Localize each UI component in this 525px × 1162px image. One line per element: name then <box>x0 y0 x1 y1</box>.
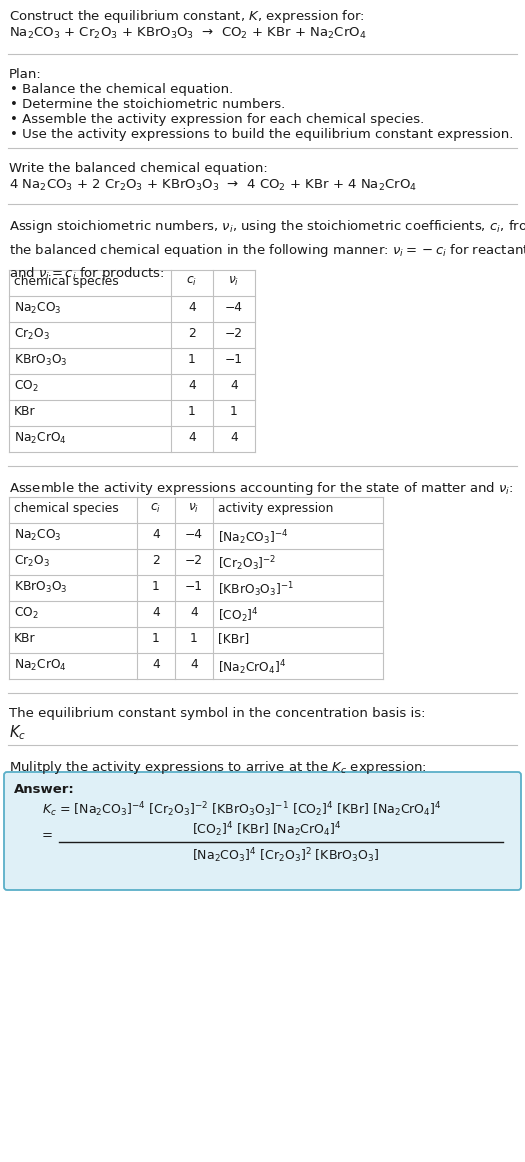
Text: 2: 2 <box>152 554 160 567</box>
Text: $K_c$ = [Na$_2$CO$_3$]$^{-4}$ [Cr$_2$O$_3$]$^{-2}$ [KBrO$_3$O$_3$]$^{-1}$ [CO$_2: $K_c$ = [Na$_2$CO$_3$]$^{-4}$ [Cr$_2$O$_… <box>42 799 442 819</box>
Text: Assign stoichiometric numbers, $\nu_i$, using the stoichiometric coefficients, $: Assign stoichiometric numbers, $\nu_i$, … <box>9 218 525 282</box>
Text: chemical species: chemical species <box>14 275 119 288</box>
Text: Assemble the activity expressions accounting for the state of matter and $\nu_i$: Assemble the activity expressions accoun… <box>9 480 513 497</box>
Text: −2: −2 <box>225 327 243 340</box>
Text: 4: 4 <box>230 379 238 392</box>
Text: $c_i$: $c_i$ <box>151 502 162 515</box>
Text: $K_c$: $K_c$ <box>9 723 26 741</box>
Text: activity expression: activity expression <box>218 502 333 515</box>
Text: 1: 1 <box>230 406 238 418</box>
Text: =: = <box>42 830 53 842</box>
Text: • Assemble the activity expression for each chemical species.: • Assemble the activity expression for e… <box>10 113 424 125</box>
Text: $\nu_i$: $\nu_i$ <box>188 502 200 515</box>
Text: CO$_2$: CO$_2$ <box>14 607 39 622</box>
Text: [Na$_2$CO$_3$]$^4$ [Cr$_2$O$_3$]$^2$ [KBrO$_3$O$_3$]: [Na$_2$CO$_3$]$^4$ [Cr$_2$O$_3$]$^2$ [KB… <box>192 846 380 865</box>
Text: 4: 4 <box>190 658 198 670</box>
Text: Plan:: Plan: <box>9 69 42 81</box>
Text: [CO$_2$]$^4$: [CO$_2$]$^4$ <box>218 607 259 625</box>
Text: 1: 1 <box>190 632 198 645</box>
Text: [Cr$_2$O$_3$]$^{-2}$: [Cr$_2$O$_3$]$^{-2}$ <box>218 554 277 573</box>
Text: [KBr]: [KBr] <box>218 632 249 645</box>
Text: 4: 4 <box>188 431 196 444</box>
Text: $\nu_i$: $\nu_i$ <box>228 275 239 288</box>
Text: Cr$_2$O$_3$: Cr$_2$O$_3$ <box>14 327 50 342</box>
Text: chemical species: chemical species <box>14 502 119 515</box>
Text: • Balance the chemical equation.: • Balance the chemical equation. <box>10 83 233 96</box>
Text: [Na$_2$CO$_3$]$^{-4}$: [Na$_2$CO$_3$]$^{-4}$ <box>218 528 289 546</box>
Text: The equilibrium constant symbol in the concentration basis is:: The equilibrium constant symbol in the c… <box>9 706 425 720</box>
Text: 1: 1 <box>152 632 160 645</box>
Text: • Use the activity expressions to build the equilibrium constant expression.: • Use the activity expressions to build … <box>10 128 513 141</box>
Text: Construct the equilibrium constant, $K$, expression for:: Construct the equilibrium constant, $K$,… <box>9 8 365 26</box>
Text: 4: 4 <box>188 301 196 314</box>
Text: KBrO$_3$O$_3$: KBrO$_3$O$_3$ <box>14 580 68 595</box>
Text: Write the balanced chemical equation:: Write the balanced chemical equation: <box>9 162 268 175</box>
Text: KBrO$_3$O$_3$: KBrO$_3$O$_3$ <box>14 353 68 368</box>
Text: Na$_2$CrO$_4$: Na$_2$CrO$_4$ <box>14 658 67 673</box>
Text: 4: 4 <box>152 658 160 670</box>
Text: 4: 4 <box>152 607 160 619</box>
Text: [Na$_2$CrO$_4$]$^4$: [Na$_2$CrO$_4$]$^4$ <box>218 658 286 676</box>
Text: −1: −1 <box>225 353 243 366</box>
Text: 4: 4 <box>190 607 198 619</box>
Text: Na$_2$CO$_3$: Na$_2$CO$_3$ <box>14 301 61 316</box>
Text: 4 Na$_2$CO$_3$ + 2 Cr$_2$O$_3$ + KBrO$_3$O$_3$  →  4 CO$_2$ + KBr + 4 Na$_2$CrO$: 4 Na$_2$CO$_3$ + 2 Cr$_2$O$_3$ + KBrO$_3… <box>9 178 417 193</box>
Text: 4: 4 <box>230 431 238 444</box>
Text: −1: −1 <box>185 580 203 593</box>
FancyBboxPatch shape <box>4 772 521 890</box>
Text: 1: 1 <box>188 406 196 418</box>
Text: −4: −4 <box>185 528 203 541</box>
Text: 1: 1 <box>152 580 160 593</box>
Text: −4: −4 <box>225 301 243 314</box>
Text: Answer:: Answer: <box>14 783 75 796</box>
Text: KBr: KBr <box>14 406 36 418</box>
Text: $c_i$: $c_i$ <box>186 275 197 288</box>
Text: Cr$_2$O$_3$: Cr$_2$O$_3$ <box>14 554 50 569</box>
Text: Na$_2$CrO$_4$: Na$_2$CrO$_4$ <box>14 431 67 446</box>
Text: Mulitply the activity expressions to arrive at the $K_c$ expression:: Mulitply the activity expressions to arr… <box>9 759 427 776</box>
Text: Na$_2$CO$_3$ + Cr$_2$O$_3$ + KBrO$_3$O$_3$  →  CO$_2$ + KBr + Na$_2$CrO$_4$: Na$_2$CO$_3$ + Cr$_2$O$_3$ + KBrO$_3$O$_… <box>9 26 366 41</box>
Text: 2: 2 <box>188 327 196 340</box>
Text: KBr: KBr <box>14 632 36 645</box>
Text: • Determine the stoichiometric numbers.: • Determine the stoichiometric numbers. <box>10 98 285 112</box>
Text: CO$_2$: CO$_2$ <box>14 379 39 394</box>
Text: [KBrO$_3$O$_3$]$^{-1}$: [KBrO$_3$O$_3$]$^{-1}$ <box>218 580 294 598</box>
Text: 1: 1 <box>188 353 196 366</box>
Text: −2: −2 <box>185 554 203 567</box>
Text: 4: 4 <box>188 379 196 392</box>
Text: [CO$_2$]$^4$ [KBr] [Na$_2$CrO$_4$]$^4$: [CO$_2$]$^4$ [KBr] [Na$_2$CrO$_4$]$^4$ <box>192 820 342 839</box>
Text: 4: 4 <box>152 528 160 541</box>
Text: Na$_2$CO$_3$: Na$_2$CO$_3$ <box>14 528 61 543</box>
